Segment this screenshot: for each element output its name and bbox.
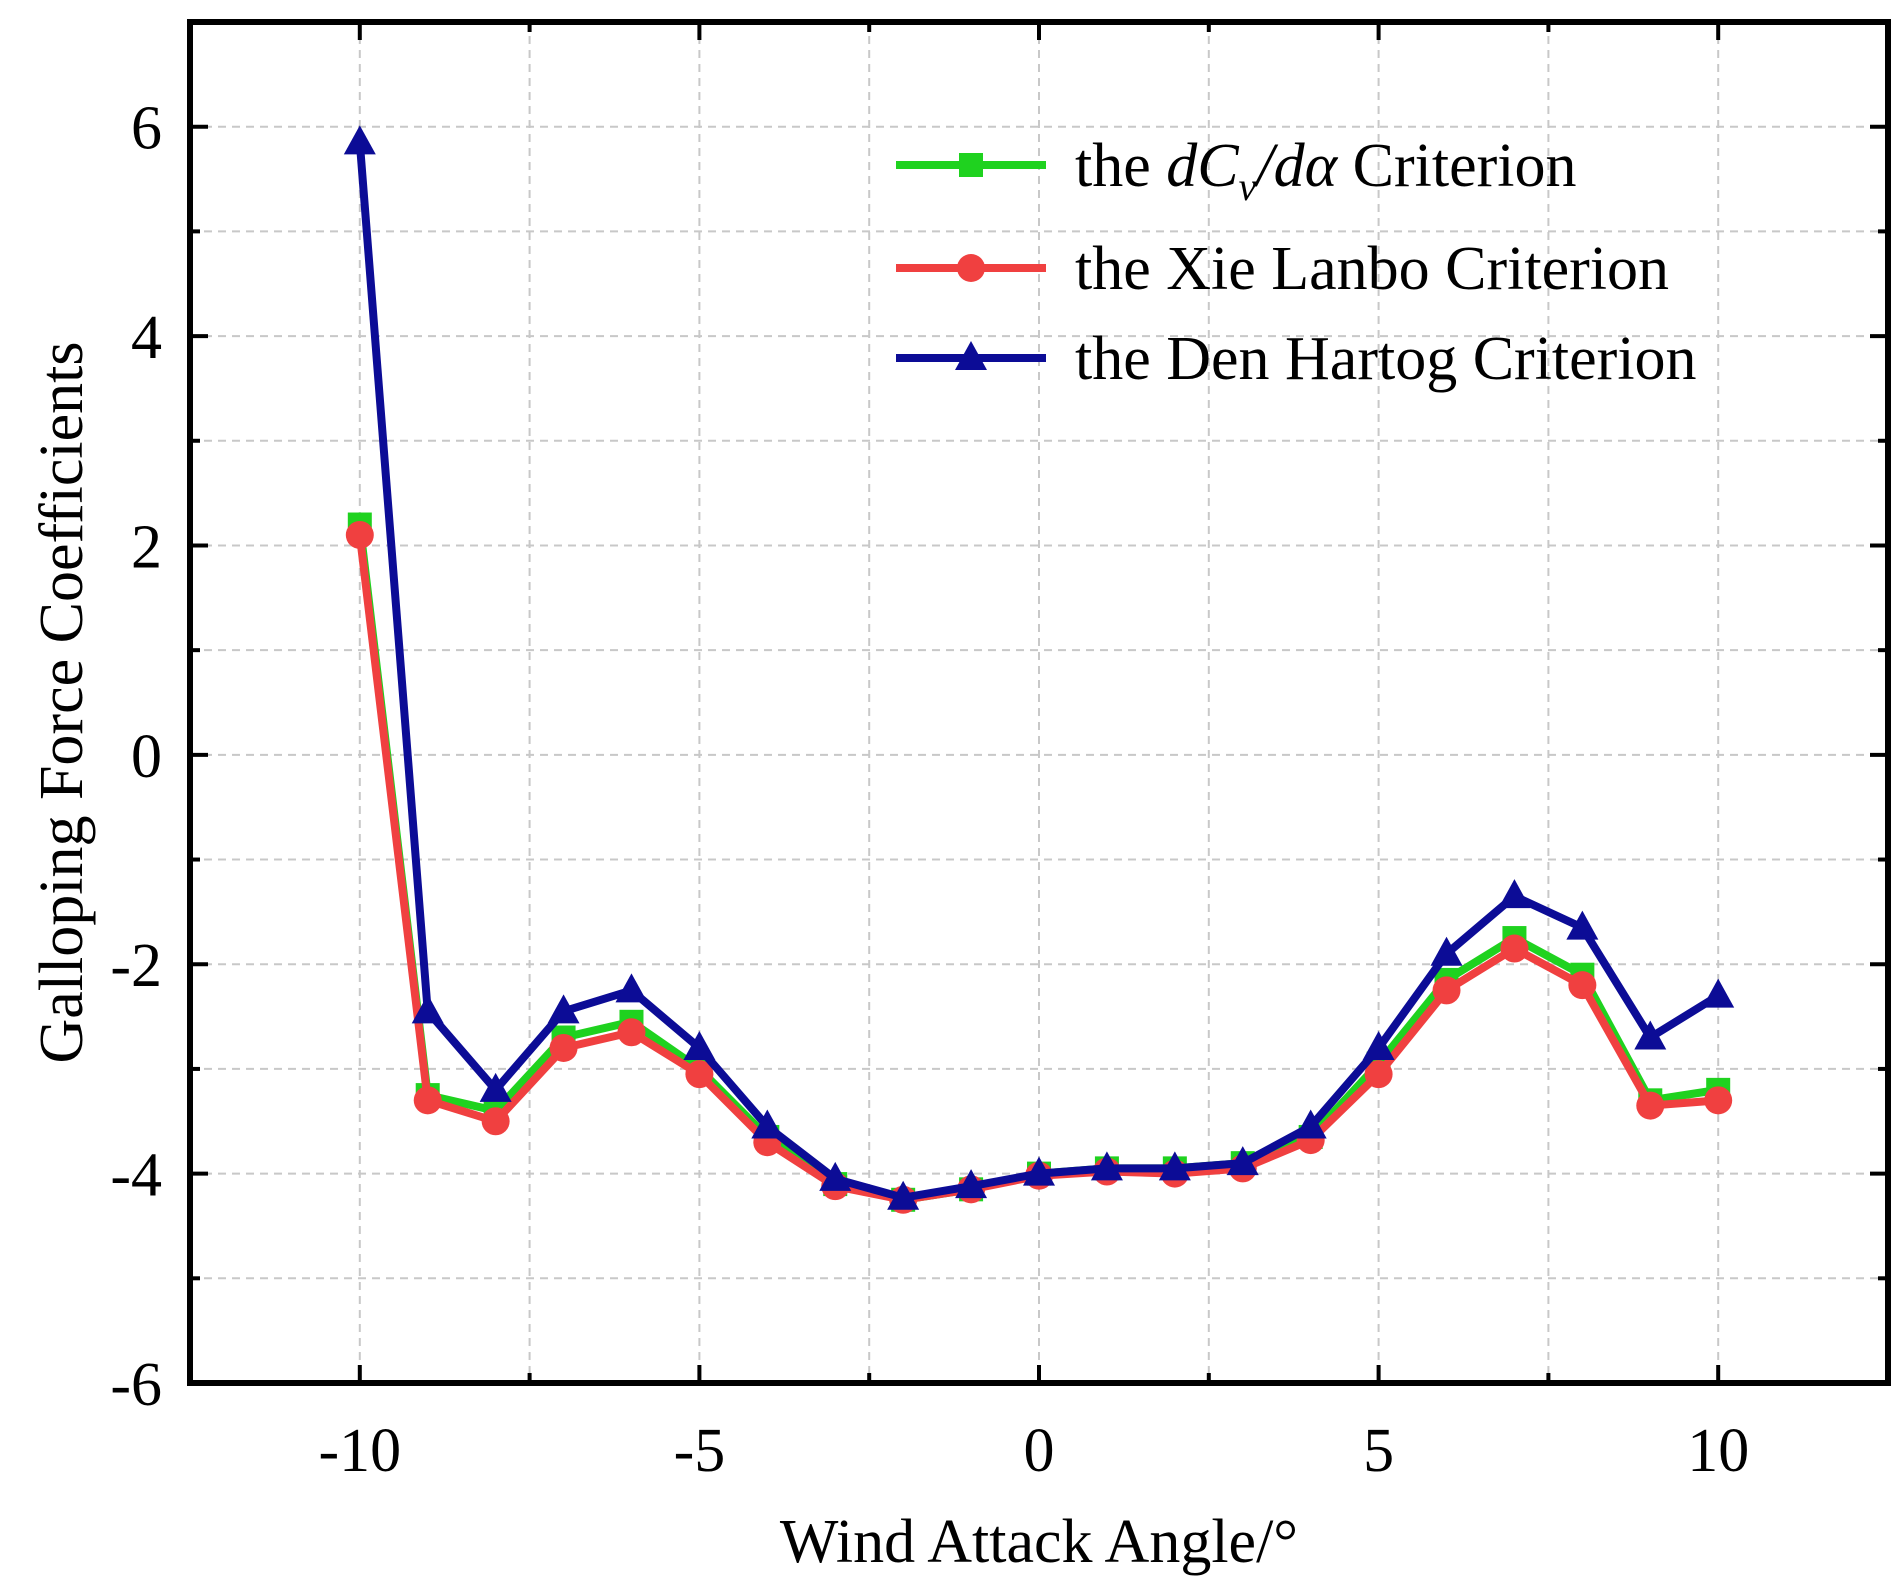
data-point-triangle xyxy=(1226,1146,1259,1176)
y-tick-label: 6 xyxy=(131,95,162,163)
legend-entry-dcv: the dCv/dα Criterion xyxy=(896,132,1577,209)
x-tick-label: 5 xyxy=(1363,1417,1394,1485)
data-point-circle xyxy=(1704,1086,1733,1115)
legend-label-xie: the Xie Lanbo Criterion xyxy=(1075,235,1669,303)
data-point-triangle xyxy=(887,1180,920,1210)
data-point-triangle xyxy=(1498,879,1531,909)
legend-math-c: C xyxy=(1197,132,1239,200)
y-tick-label: -2 xyxy=(110,932,162,1000)
data-point-circle xyxy=(345,520,374,549)
data-point-triangle xyxy=(479,1072,512,1102)
data-point-triangle xyxy=(683,1030,716,1060)
data-point-triangle xyxy=(1634,1020,1667,1050)
data-point-triangle xyxy=(1702,978,1735,1008)
data-point-circle xyxy=(413,1086,442,1115)
legend-label-den-hartog: the Den Hartog Criterion xyxy=(1075,325,1697,393)
data-point-triangle xyxy=(1430,936,1463,966)
data-point-circle xyxy=(549,1033,578,1062)
series-2 xyxy=(343,125,1735,1210)
y-tick-label: 4 xyxy=(131,304,162,372)
series-layer xyxy=(343,125,1735,1214)
x-axis-title: Wind Attack Angle/° xyxy=(780,1508,1298,1576)
data-point-circle xyxy=(617,1018,646,1047)
data-point-triangle xyxy=(615,973,648,1003)
y-tick-label: 2 xyxy=(131,513,162,581)
data-point-triangle xyxy=(819,1161,852,1191)
x-tick-label: -10 xyxy=(318,1417,401,1485)
data-point-triangle xyxy=(1362,1030,1395,1060)
legend-marker-triangle xyxy=(955,341,987,370)
x-tick-label: 0 xyxy=(1024,1417,1055,1485)
data-point-circle xyxy=(685,1060,714,1089)
data-point-triangle xyxy=(1566,910,1599,940)
data-point-triangle xyxy=(751,1109,784,1139)
legend-marker-square xyxy=(959,153,983,177)
legend: the dCv/dα Criterion the Xie Lanbo Crite… xyxy=(896,132,1697,393)
data-point-triangle xyxy=(343,125,376,155)
legend-math-d2: d xyxy=(1274,132,1306,200)
data-point-circle xyxy=(1364,1060,1393,1089)
x-tick-label: 10 xyxy=(1687,1417,1749,1485)
data-point-circle xyxy=(1636,1091,1665,1120)
grid xyxy=(190,22,1888,1383)
legend-space xyxy=(1337,132,1353,200)
legend-suffix: Criterion xyxy=(1353,132,1577,200)
data-point-circle xyxy=(1432,976,1461,1005)
legend-math-subscript: v xyxy=(1239,164,1257,209)
data-point-triangle xyxy=(411,994,444,1024)
data-point-circle xyxy=(1568,971,1597,1000)
data-point-triangle xyxy=(955,1169,988,1199)
data-point-triangle xyxy=(1090,1151,1123,1181)
data-point-triangle xyxy=(1294,1109,1327,1139)
data-point-circle xyxy=(1500,934,1529,963)
ticks xyxy=(188,20,1890,1385)
y-tick-label: -6 xyxy=(110,1351,162,1419)
data-point-circle xyxy=(481,1107,510,1136)
tick-labels: -10 -5 0 5 10 -6 -4 -2 0 2 4 6 xyxy=(110,95,1749,1485)
legend-math-alpha: α xyxy=(1305,132,1339,200)
data-point-triangle xyxy=(547,994,580,1024)
x-tick-label: -5 xyxy=(674,1417,726,1485)
y-axis-title: Galloping Force Coefficients xyxy=(28,341,96,1063)
y-tick-label: 0 xyxy=(131,723,162,791)
legend-marker-circle xyxy=(957,254,985,282)
legend-prefix: the xyxy=(1075,132,1166,200)
legend-label-dcv: the dCv/dα Criterion xyxy=(1075,132,1577,209)
legend-math-d: d xyxy=(1166,132,1198,200)
data-point-triangle xyxy=(1158,1151,1191,1181)
y-tick-label: -4 xyxy=(110,1142,162,1210)
legend-entry-den-hartog: the Den Hartog Criterion xyxy=(896,325,1697,393)
data-point-triangle xyxy=(1023,1156,1055,1186)
legend-entry-xie: the Xie Lanbo Criterion xyxy=(896,235,1669,303)
